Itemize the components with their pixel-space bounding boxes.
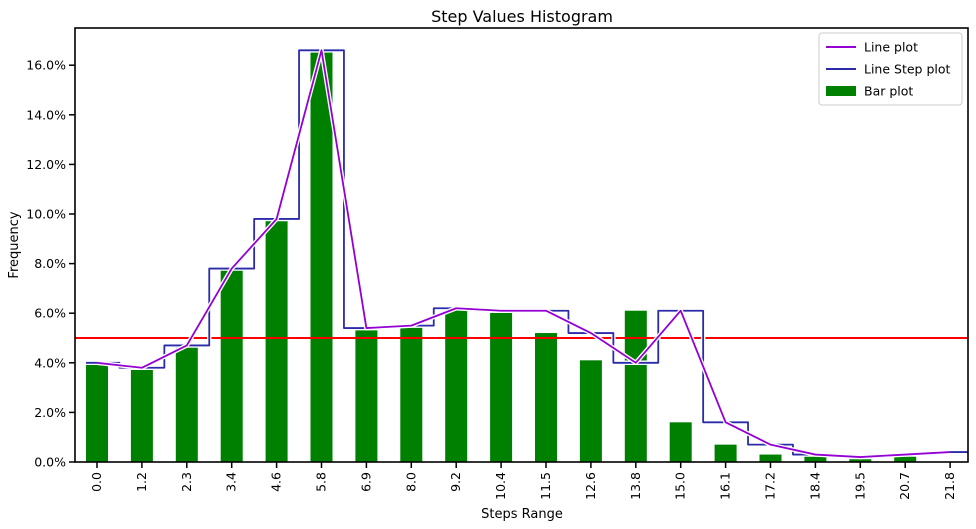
y-tick-label: 0.0% (34, 455, 66, 470)
x-tick-label: 19.5 (852, 472, 867, 500)
bar-11 (579, 360, 602, 462)
y-tick-label: 10.0% (26, 207, 66, 222)
y-tick-label: 6.0% (34, 306, 66, 321)
y-axis-label: Frequency (7, 211, 22, 278)
x-tick-label: 2.3 (179, 472, 194, 492)
x-tick-label: 12.6 (583, 472, 598, 500)
y-tick-label: 2.0% (34, 405, 66, 420)
x-tick-label: 16.1 (718, 472, 733, 500)
x-axis: 0.0 1.2 2.3 3.4 4.6 5.8 6.9 8.0 9.2 10.4 11.5 12.6 1… (89, 462, 957, 500)
x-tick-label: 17.2 (763, 472, 778, 500)
bar-9 (490, 310, 513, 462)
legend-label: Line plot (864, 40, 918, 55)
y-tick-label: 12.0% (26, 157, 66, 172)
x-axis-label: Steps Range (481, 507, 563, 522)
x-tick-label: 8.0 (403, 472, 418, 492)
legend-label: Bar plot (864, 84, 913, 99)
bar-3 (220, 268, 243, 462)
x-tick-label: 21.8 (942, 472, 957, 500)
legend-label: Line Step plot (864, 62, 951, 77)
bar-5 (310, 50, 333, 462)
bar-series (86, 50, 917, 462)
bar-1 (130, 367, 153, 462)
bar-8 (445, 308, 468, 462)
x-tick-label: 18.4 (807, 472, 822, 500)
x-tick-label: 11.5 (538, 472, 553, 500)
bar-15 (759, 454, 782, 462)
y-tick-label: 8.0% (34, 256, 66, 271)
x-tick-label: 3.4 (224, 472, 239, 492)
y-tick-label: 16.0% (26, 58, 66, 73)
bar-14 (714, 444, 737, 462)
x-tick-label: 9.2 (448, 472, 463, 492)
line-series (75, 48, 968, 460)
step-line (86, 49, 968, 458)
x-tick-label: 20.7 (897, 472, 912, 500)
legend-swatch-bar (826, 86, 856, 96)
x-tick-label: 6.9 (358, 472, 373, 492)
bar-4 (265, 218, 288, 462)
plot-frame (74, 27, 969, 463)
bar-13 (669, 422, 692, 462)
bar-0 (86, 362, 108, 462)
line-plot (96, 49, 951, 458)
bar-7 (400, 325, 423, 462)
legend: Line plot Line Step plot Bar plot (818, 32, 963, 106)
y-tick-label: 14.0% (26, 107, 66, 122)
step-line-halo (86, 48, 968, 460)
bar-16 (804, 453, 827, 462)
x-tick-label: 0.0 (89, 472, 104, 492)
chart-title: Step Values Histogram (431, 7, 613, 26)
bar-6 (355, 328, 378, 462)
x-tick-label: 15.0 (673, 472, 688, 500)
bar-2 (175, 345, 198, 462)
bar-17 (849, 458, 872, 462)
x-tick-label: 4.6 (269, 472, 284, 492)
y-axis: 0.0% 2.0% 4.0% 6.0% 8.0% 10.0% 12.0% 14.0% 16.0% (26, 58, 75, 470)
bar-10 (535, 333, 557, 462)
x-tick-label: 10.4 (493, 472, 508, 500)
bar-12 (624, 310, 647, 462)
bar-18 (894, 455, 917, 462)
x-tick-label: 5.8 (314, 472, 329, 492)
y-tick-label: 4.0% (34, 355, 66, 370)
x-tick-label: 1.2 (134, 472, 149, 492)
x-tick-label: 13.8 (628, 472, 643, 500)
